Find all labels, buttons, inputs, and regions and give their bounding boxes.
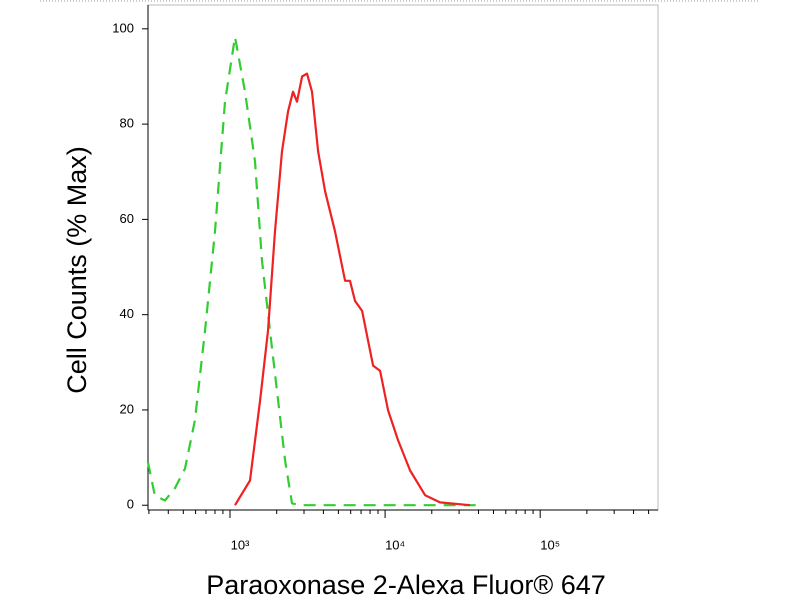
x-tick-label: 10³ <box>231 537 250 552</box>
y-axis-label: Cell Counts (% Max) <box>62 146 92 394</box>
x-axis-label: Paraoxonase 2-Alexa Fluor® 647 <box>206 570 606 600</box>
y-tick-label: 80 <box>120 116 134 131</box>
y-tick-label: 20 <box>120 401 134 416</box>
x-tick-label: 10⁵ <box>540 537 560 552</box>
y-tick-label: 40 <box>120 306 134 321</box>
series-line <box>146 35 481 507</box>
y-tick-label: 0 <box>127 497 134 512</box>
x-tick-label: 10⁴ <box>385 537 405 552</box>
plot-frame <box>147 4 659 511</box>
y-tick-label: 100 <box>112 20 134 35</box>
y-tick-label: 60 <box>120 211 134 226</box>
series-line <box>234 72 471 507</box>
